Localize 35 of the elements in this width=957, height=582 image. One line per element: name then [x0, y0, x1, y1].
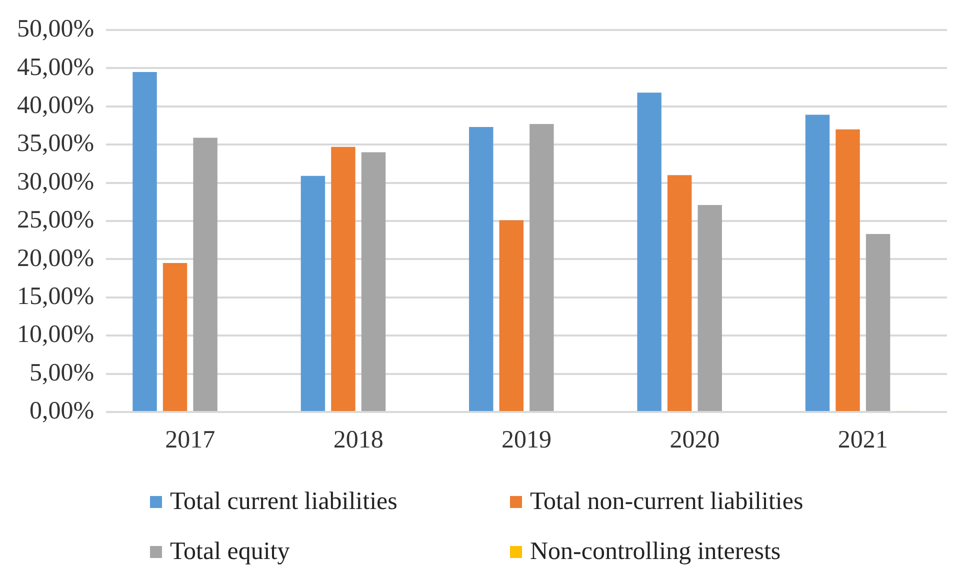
- bar: [132, 72, 157, 411]
- bar: [836, 129, 860, 411]
- bar: [499, 220, 524, 411]
- y-tick-label: 20,00%: [16, 244, 94, 272]
- bar: [300, 176, 326, 411]
- x-tick-label: 2019: [502, 426, 552, 454]
- legend-label: Total non-current liabilities: [530, 488, 804, 516]
- bar: [667, 175, 692, 411]
- legend-label: Non-controlling interests: [530, 538, 781, 566]
- bar: [698, 204, 722, 411]
- y-tick-label: 25,00%: [16, 206, 94, 234]
- y-tick-label: 50,00%: [16, 16, 94, 43]
- x-tick-label: 2018: [333, 426, 384, 454]
- bar: [361, 152, 386, 411]
- bar: [866, 234, 890, 411]
- y-tick-label: 0,00%: [29, 398, 94, 425]
- y-tick-label: 30,00%: [16, 168, 94, 196]
- bar: [805, 114, 830, 411]
- legend-label: Total current liabilities: [170, 488, 398, 516]
- y-tick-label: 40,00%: [16, 92, 94, 119]
- y-tick-label: 45,00%: [16, 54, 94, 81]
- y-tick-label: 15,00%: [16, 282, 94, 310]
- bar: [193, 138, 218, 411]
- bar: [469, 127, 494, 411]
- y-tick-label: 5,00%: [29, 359, 94, 386]
- y-tick-label: 10,00%: [16, 321, 94, 348]
- bar: [331, 146, 356, 411]
- y-tick-label: 35,00%: [16, 130, 94, 158]
- bar: [530, 124, 554, 411]
- x-tick-label: 2017: [165, 426, 216, 454]
- bar: [162, 263, 188, 411]
- x-tick-label: 2021: [838, 426, 888, 454]
- x-tick-label: 2020: [670, 426, 720, 454]
- legend-label: Total equity: [170, 538, 290, 566]
- bar: [637, 92, 662, 411]
